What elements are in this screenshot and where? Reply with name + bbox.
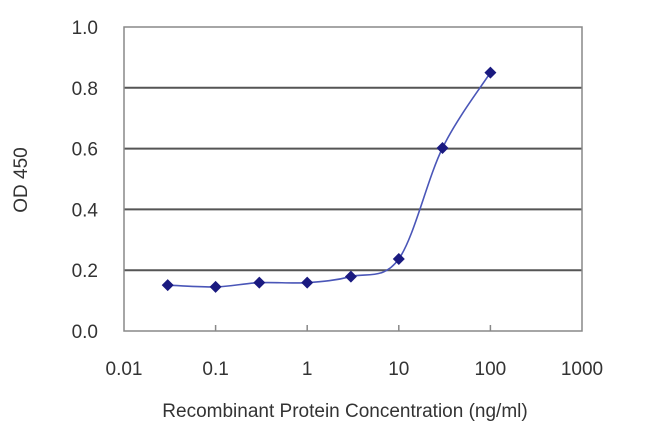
y-tick-label: 0.0 [72, 322, 98, 343]
data-point-marker [344, 270, 357, 283]
data-point-marker [253, 276, 266, 289]
y-tick-label: 0.8 [72, 79, 98, 100]
fitted-curve [167, 72, 492, 288]
data-point-marker [209, 280, 222, 293]
x-tick-label: 1000 [561, 359, 603, 380]
x-tick-label: 10 [388, 359, 409, 380]
gridlines [124, 86, 582, 272]
x-tick-label: 0.1 [202, 359, 228, 380]
y-tick-label: 1.0 [72, 18, 98, 39]
x-axis-label: Recombinant Protein Concentration (ng/ml… [162, 401, 527, 422]
y-axis: 0.0 0.2 0.4 0.6 0.8 1.0 [72, 18, 99, 343]
y-axis-label: OD 450 [11, 147, 32, 212]
x-tick-label: 1 [302, 359, 313, 380]
x-axis: 0.01 0.1 1 10 100 1000 [106, 325, 603, 380]
data-point-marker [484, 66, 497, 79]
data-point-marker [301, 276, 314, 289]
y-tick-label: 0.6 [72, 140, 98, 161]
y-tick-label: 0.4 [72, 200, 99, 221]
data-point-marker [436, 141, 449, 154]
x-tick-label: 0.01 [106, 359, 143, 380]
data-point-marker [161, 279, 174, 292]
plot-area-border [123, 26, 583, 332]
y-tick-label: 0.2 [72, 261, 98, 282]
data-points [161, 66, 497, 293]
data-point-marker [392, 252, 405, 265]
x-tick-label: 100 [475, 359, 507, 380]
